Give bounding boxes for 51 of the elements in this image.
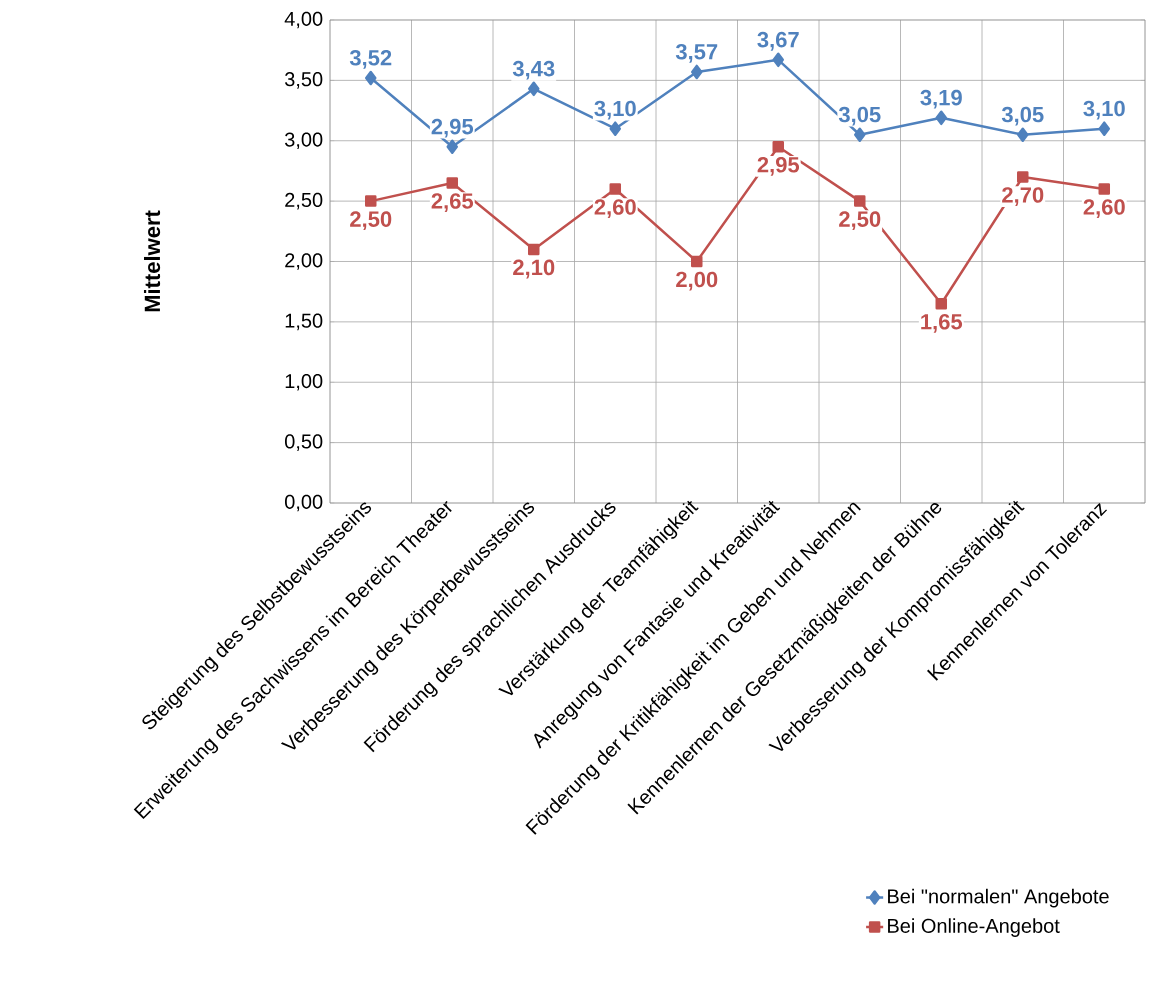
data-label: 2,70 [1002,187,1044,206]
data-label: 2,60 [1083,199,1125,219]
point [935,110,948,126]
point [528,81,540,97]
data-label: 2,95 [431,118,474,138]
data-label: 2,10 [513,259,555,279]
data-label: 2,95 [757,156,800,176]
point [528,243,540,256]
point [854,195,866,207]
point [1098,121,1111,136]
y-tick-label: 2,00 [285,253,323,270]
point [609,121,622,136]
y-tick-label: 3,50 [284,72,323,89]
data-label: 3,05 [838,106,881,126]
data-label: 3,67 [757,31,799,51]
point [854,127,866,142]
point [365,70,377,86]
point [691,64,703,80]
point [935,298,948,310]
data-label: 2,50 [839,211,881,231]
data-label: 3,19 [920,89,962,109]
legend-label: Bei "normalen" Angebote [888,888,1109,908]
data-label: 2,65 [431,193,474,212]
y-tick-label: 0,50 [284,434,323,451]
point [446,177,458,189]
point [691,255,703,268]
y-axis-title: Mittelwert [143,210,161,312]
data-label: 3,10 [1083,100,1125,120]
y-tick-label: 2,50 [285,192,323,210]
data-label: 3,57 [675,43,718,63]
y-tick-label: 1,50 [285,313,323,331]
data-label: 3,52 [349,49,392,69]
point [609,183,622,195]
point [772,52,785,68]
y-tick-label: 1,00 [285,373,323,391]
data-label: 3,05 [1001,106,1044,126]
data-label: 2,60 [594,199,636,219]
y-tick-label: 3,00 [284,132,323,150]
point [446,139,458,155]
data-label: 3,43 [512,60,555,80]
point [1017,127,1029,142]
y-tick-label: 4,00 [284,11,323,29]
legend-label: Bei Online-Angebot [888,918,1060,937]
data-label: 2,50 [350,211,392,231]
point [365,195,377,207]
data-label: 1,65 [921,313,963,333]
point [1017,171,1029,183]
data-label: 3,10 [594,100,636,120]
point [1098,183,1111,195]
point [772,141,785,153]
data-label: 2,00 [676,271,718,291]
